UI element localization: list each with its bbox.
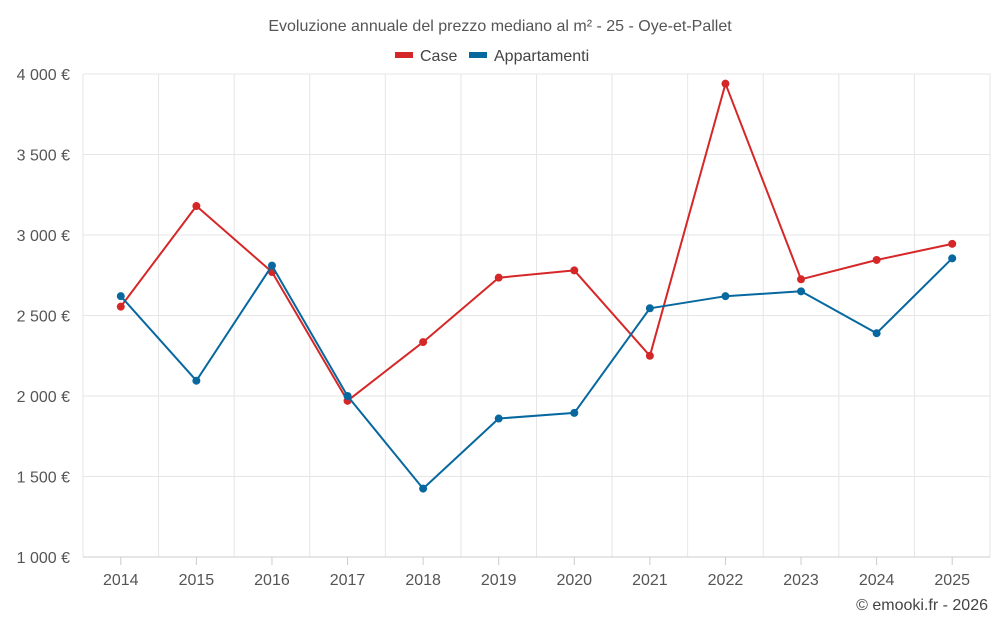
series-line-appartamenti bbox=[120, 257, 953, 490]
legend-label-case: Case bbox=[420, 48, 457, 65]
x-tick-label: 2014 bbox=[103, 572, 139, 589]
y-tick-label: 3 500 € bbox=[17, 148, 70, 165]
y-tick-label: 1 500 € bbox=[17, 470, 70, 487]
plot-grid bbox=[82, 73, 991, 558]
data-point-appartamenti[interactable] bbox=[267, 261, 276, 270]
data-point-case[interactable] bbox=[494, 273, 503, 282]
data-point-case[interactable] bbox=[948, 239, 957, 248]
y-axis: 1 000 € 1 500 € 2 000 € 2 500 € 3 000 € 3 500… bbox=[17, 67, 70, 567]
y-tick-label: 2 500 € bbox=[17, 309, 70, 326]
x-tick-label: 2018 bbox=[405, 572, 441, 589]
data-point-appartamenti[interactable] bbox=[948, 254, 957, 263]
legend-item-appartamenti[interactable]: Appartamenti bbox=[469, 48, 589, 65]
data-point-case[interactable] bbox=[116, 302, 125, 311]
data-point-appartamenti[interactable] bbox=[192, 376, 201, 385]
x-tick-label: 2021 bbox=[632, 572, 668, 589]
legend-swatch-appartamenti bbox=[469, 52, 487, 58]
credit-text: © emooki.fr - 2026 bbox=[856, 597, 988, 614]
data-point-case[interactable] bbox=[872, 255, 881, 264]
x-tick-label: 2016 bbox=[254, 572, 290, 589]
series-appartamenti bbox=[116, 254, 957, 493]
legend-item-case[interactable]: Case bbox=[395, 48, 457, 65]
data-point-appartamenti[interactable] bbox=[570, 408, 579, 417]
x-axis: 2014 2015 2016 2017 2018 2019 2020 2021 2022 2023… bbox=[83, 556, 990, 589]
x-tick-label: 2015 bbox=[179, 572, 215, 589]
legend-label-appartamenti: Appartamenti bbox=[494, 48, 589, 65]
x-tick-label: 2023 bbox=[783, 572, 819, 589]
x-tick-label: 2020 bbox=[556, 572, 592, 589]
data-point-appartamenti[interactable] bbox=[116, 292, 125, 301]
x-tick-label: 2017 bbox=[330, 572, 366, 589]
data-point-case[interactable] bbox=[797, 275, 806, 284]
data-point-case[interactable] bbox=[721, 79, 730, 88]
x-tick-label: 2025 bbox=[934, 572, 970, 589]
legend-swatch-case bbox=[395, 52, 413, 58]
x-tick-label: 2024 bbox=[859, 572, 895, 589]
series-line-case bbox=[120, 82, 953, 402]
data-point-case[interactable] bbox=[570, 266, 579, 275]
y-tick-label: 2 000 € bbox=[17, 389, 70, 406]
data-point-appartamenti[interactable] bbox=[721, 292, 730, 301]
data-point-appartamenti[interactable] bbox=[419, 484, 428, 493]
series-layer bbox=[116, 79, 957, 493]
data-point-case[interactable] bbox=[419, 338, 428, 347]
x-tick-label: 2022 bbox=[708, 572, 744, 589]
y-tick-label: 1 000 € bbox=[17, 550, 70, 567]
chart-title: Evoluzione annuale del prezzo mediano al… bbox=[268, 18, 732, 35]
data-point-appartamenti[interactable] bbox=[872, 329, 881, 338]
data-point-appartamenti[interactable] bbox=[494, 414, 503, 423]
data-point-appartamenti[interactable] bbox=[343, 392, 352, 400]
x-tick-label: 2019 bbox=[481, 572, 517, 589]
y-tick-label: 4 000 € bbox=[17, 67, 70, 84]
legend: Case Appartamenti bbox=[395, 48, 589, 65]
y-tick-label: 3 000 € bbox=[17, 228, 70, 245]
data-point-appartamenti[interactable] bbox=[797, 287, 806, 296]
data-point-case[interactable] bbox=[192, 202, 201, 211]
data-point-appartamenti[interactable] bbox=[645, 304, 654, 313]
data-point-case[interactable] bbox=[645, 351, 654, 360]
